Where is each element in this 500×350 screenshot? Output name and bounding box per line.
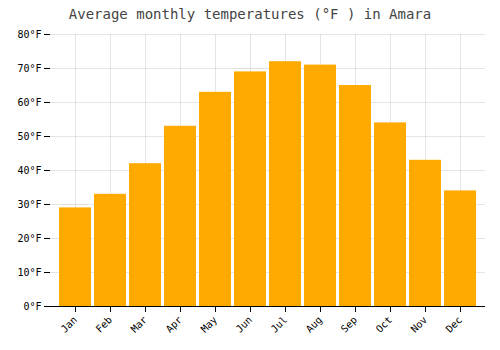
svg-text:60°F: 60°F	[17, 97, 41, 108]
svg-text:40°F: 40°F	[17, 165, 41, 176]
svg-text:Mar: Mar	[129, 314, 150, 335]
svg-text:50°F: 50°F	[17, 131, 41, 142]
svg-text:20°F: 20°F	[17, 233, 41, 244]
svg-text:Nov: Nov	[409, 314, 430, 335]
svg-text:0°F: 0°F	[23, 301, 41, 312]
svg-text:10°F: 10°F	[17, 267, 41, 278]
svg-text:Oct: Oct	[374, 314, 395, 335]
svg-text:Dec: Dec	[444, 314, 465, 335]
svg-text:Feb: Feb	[94, 314, 115, 335]
svg-text:80°F: 80°F	[17, 29, 41, 40]
svg-text:Apr: Apr	[164, 314, 185, 335]
svg-text:May: May	[199, 314, 220, 335]
svg-text:Jul: Jul	[269, 314, 290, 335]
svg-text:70°F: 70°F	[17, 63, 41, 74]
svg-text:Jun: Jun	[234, 314, 255, 335]
svg-text:Sep: Sep	[339, 314, 360, 335]
svg-text:30°F: 30°F	[17, 199, 41, 210]
svg-text:Jan: Jan	[59, 314, 80, 335]
svg-text:Aug: Aug	[304, 314, 325, 335]
html-text:Average monthly temperatures (: Average monthly temperatures (°F ) in Am…	[68, 6, 432, 22]
